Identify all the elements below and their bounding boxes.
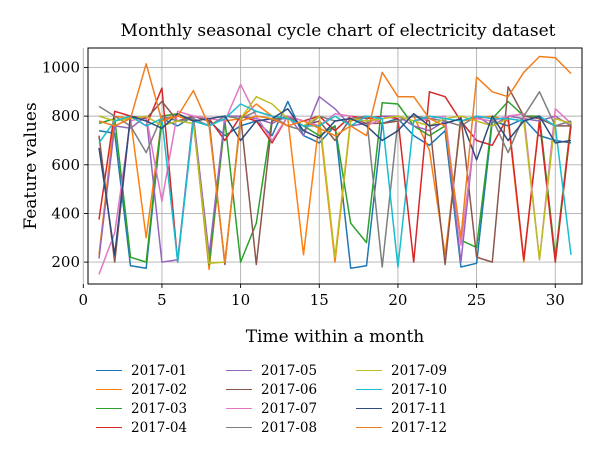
legend-label: 2017-04	[131, 419, 188, 436]
legend-swatch	[356, 408, 382, 409]
grid-lines	[82, 48, 582, 284]
x-axis-ticks: 0 5 10 15 20 25 30	[79, 284, 565, 309]
legend-item: 2017-08	[226, 419, 356, 436]
legend-swatch	[96, 370, 122, 371]
legend-swatch	[96, 389, 122, 390]
legend-label: 2017-12	[391, 419, 448, 436]
legend-swatch	[96, 427, 122, 428]
y-tick-label: 800	[51, 107, 80, 125]
legend-label: 2017-03	[131, 400, 188, 417]
legend-item: 2017-06	[226, 381, 356, 398]
legend-label: 2017-06	[261, 381, 318, 398]
legend-swatch	[226, 427, 252, 428]
legend-label: 2017-10	[391, 381, 448, 398]
legend-item: 2017-07	[226, 400, 356, 417]
chart-legend: 2017-01 2017-05 2017-09 2017-02 2017-06 2017-…	[96, 362, 486, 436]
series-line-2017-12	[98, 55, 572, 263]
x-tick-label: 10	[231, 291, 250, 309]
y-axis-ticks: 200 400 600 800 1000	[42, 58, 88, 271]
legend-label: 2017-05	[261, 362, 318, 379]
legend-item: 2017-01	[96, 362, 226, 379]
legend-label: 2017-07	[261, 400, 318, 417]
x-tick-label: 5	[157, 291, 167, 309]
x-tick-label: 30	[546, 291, 565, 309]
y-tick-label: 1000	[42, 58, 80, 76]
legend-label: 2017-08	[261, 419, 318, 436]
legend-swatch	[356, 370, 382, 371]
legend-item: 2017-11	[356, 400, 486, 417]
legend-label: 2017-02	[131, 381, 188, 398]
chart-title: Monthly seasonal cycle chart of electric…	[121, 21, 556, 41]
legend-swatch	[356, 389, 382, 390]
plot-frame	[87, 47, 583, 285]
series-lines	[98, 55, 572, 275]
legend-label: 2017-09	[391, 362, 448, 379]
x-axis-label: Time within a month	[246, 327, 425, 347]
legend-item: 2017-05	[226, 362, 356, 379]
legend-swatch	[356, 427, 382, 428]
series-line-2017-09	[98, 95, 572, 265]
y-tick-label: 200	[51, 253, 80, 271]
legend-item: 2017-10	[356, 381, 486, 398]
legend-item: 2017-04	[96, 419, 226, 436]
legend-swatch	[226, 389, 252, 390]
legend-label: 2017-01	[131, 362, 188, 379]
x-tick-label: 25	[467, 291, 486, 309]
y-axis-label: Feature values	[21, 102, 41, 229]
legend-swatch	[96, 408, 122, 409]
x-tick-label: 0	[79, 291, 89, 309]
series-line-2017-11	[98, 108, 572, 256]
series-line-2017-07	[98, 83, 572, 275]
legend-swatch	[226, 408, 252, 409]
x-tick-label: 20	[388, 291, 407, 309]
legend-item: 2017-03	[96, 400, 226, 417]
legend-label: 2017-11	[391, 400, 448, 417]
y-tick-label: 600	[51, 156, 80, 174]
legend-item: 2017-02	[96, 381, 226, 398]
legend-swatch	[226, 370, 252, 371]
legend-item: 2017-09	[356, 362, 486, 379]
y-tick-label: 400	[51, 204, 80, 222]
series-line-2017-10	[98, 103, 572, 268]
legend-item: 2017-12	[356, 419, 486, 436]
x-tick-label: 15	[310, 291, 329, 309]
